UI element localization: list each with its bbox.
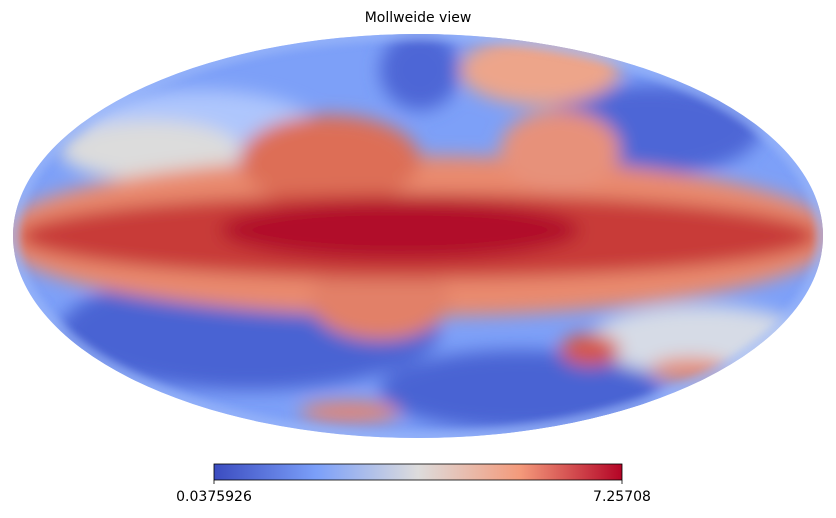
colorbar-tick-label: 7.25708 bbox=[593, 489, 651, 505]
colorbar bbox=[213, 463, 623, 481]
sky-map bbox=[13, 34, 823, 438]
map-title: Mollweide view bbox=[365, 10, 472, 26]
colorbar-tick-label: 0.0375926 bbox=[176, 489, 252, 505]
